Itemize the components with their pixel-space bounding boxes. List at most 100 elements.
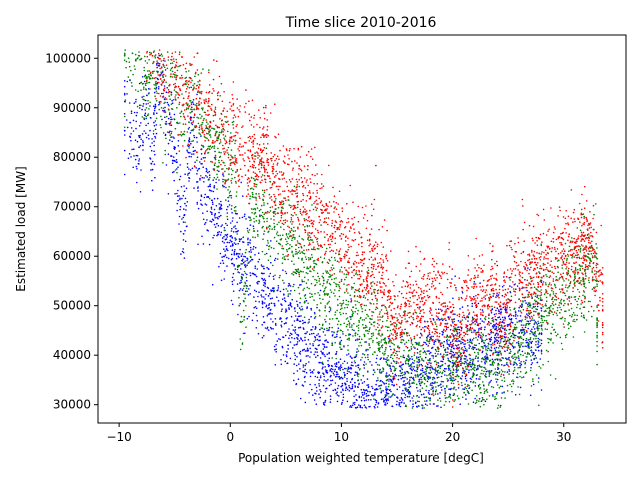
- scatter-point: [377, 379, 379, 382]
- scatter-point: [363, 393, 366, 395]
- scatter-point: [492, 295, 495, 297]
- scatter-point: [235, 243, 237, 245]
- scatter-point: [401, 335, 403, 338]
- scatter-point: [495, 381, 498, 383]
- scatter-point: [470, 380, 472, 383]
- scatter-point: [419, 353, 421, 356]
- scatter-point: [244, 260, 246, 263]
- scatter-point: [322, 272, 325, 275]
- scatter-point: [137, 54, 140, 57]
- scatter-point: [261, 336, 264, 339]
- scatter-point: [390, 390, 392, 393]
- scatter-point: [305, 282, 308, 285]
- scatter-point: [329, 309, 332, 311]
- scatter-point: [355, 354, 358, 356]
- scatter-point: [310, 254, 313, 256]
- scatter-point: [224, 238, 227, 241]
- scatter-point: [478, 342, 481, 345]
- scatter-point: [433, 319, 435, 321]
- scatter-point: [422, 404, 424, 407]
- scatter-point: [299, 368, 301, 370]
- scatter-point: [237, 252, 239, 255]
- scatter-point: [323, 353, 325, 356]
- scatter-point: [270, 308, 272, 311]
- scatter-point: [488, 333, 491, 336]
- scatter-point: [538, 316, 540, 319]
- scatter-point: [512, 363, 515, 366]
- scatter-point: [250, 249, 252, 251]
- scatter-point: [324, 340, 326, 342]
- scatter-point: [481, 336, 483, 338]
- scatter-point: [230, 194, 233, 197]
- scatter-point: [383, 400, 385, 403]
- scatter-point: [329, 283, 332, 286]
- scatter-point: [383, 358, 385, 360]
- scatter-point: [238, 256, 240, 259]
- scatter-point: [196, 91, 199, 93]
- scatter-point: [129, 79, 131, 81]
- scatter-point: [153, 150, 155, 153]
- scatter-point: [242, 258, 244, 261]
- scatter-point: [437, 385, 440, 387]
- scatter-point: [147, 88, 150, 90]
- scatter-point: [156, 112, 158, 114]
- scatter-point: [596, 345, 598, 347]
- scatter-point: [580, 208, 583, 211]
- scatter-point: [263, 213, 266, 216]
- scatter-point: [286, 236, 289, 238]
- scatter-point: [443, 328, 445, 331]
- scatter-point: [140, 57, 143, 60]
- scatter-point: [345, 273, 348, 276]
- scatter-point: [277, 242, 280, 245]
- scatter-point: [580, 303, 582, 305]
- scatter-point: [244, 282, 247, 285]
- scatter-point: [239, 282, 242, 284]
- scatter-point: [335, 277, 337, 279]
- scatter-point: [442, 346, 445, 348]
- scatter-point: [291, 237, 294, 239]
- scatter-point: [346, 400, 349, 403]
- scatter-point: [203, 223, 206, 225]
- scatter-point: [220, 200, 222, 203]
- scatter-point: [469, 363, 472, 366]
- scatter-point: [477, 302, 480, 305]
- scatter-point: [240, 255, 243, 258]
- scatter-point: [546, 275, 548, 278]
- scatter-point: [514, 358, 517, 361]
- scatter-point: [400, 372, 403, 375]
- scatter-point: [294, 315, 297, 317]
- scatter-point: [426, 339, 428, 342]
- scatter-point: [471, 316, 474, 319]
- scatter-point: [246, 290, 248, 293]
- scatter-point: [365, 392, 368, 395]
- scatter-point: [457, 354, 460, 357]
- scatter-point: [130, 133, 132, 135]
- scatter-point: [416, 364, 419, 366]
- scatter-point: [339, 358, 342, 361]
- scatter-point: [168, 112, 171, 114]
- scatter-point: [448, 368, 451, 370]
- scatter-point: [302, 289, 305, 291]
- scatter-point: [537, 340, 539, 342]
- scatter-point: [517, 340, 520, 343]
- scatter-point: [510, 334, 513, 337]
- scatter-point: [340, 376, 343, 379]
- scatter-point: [277, 289, 279, 291]
- scatter-point: [319, 328, 321, 331]
- scatter-point: [589, 257, 591, 260]
- scatter-point: [158, 108, 160, 111]
- scatter-point: [194, 126, 196, 129]
- scatter-point: [437, 362, 440, 364]
- scatter-point: [339, 323, 342, 326]
- scatter-point: [310, 371, 312, 374]
- scatter-point: [521, 305, 523, 308]
- scatter-point: [425, 368, 427, 371]
- scatter-point: [463, 358, 466, 360]
- scatter-point: [273, 304, 276, 307]
- scatter-point: [291, 239, 293, 242]
- scatter-point: [379, 319, 381, 321]
- scatter-point: [357, 324, 360, 327]
- scatter-point: [544, 282, 547, 284]
- scatter-point: [303, 321, 305, 324]
- scatter-point: [457, 328, 459, 331]
